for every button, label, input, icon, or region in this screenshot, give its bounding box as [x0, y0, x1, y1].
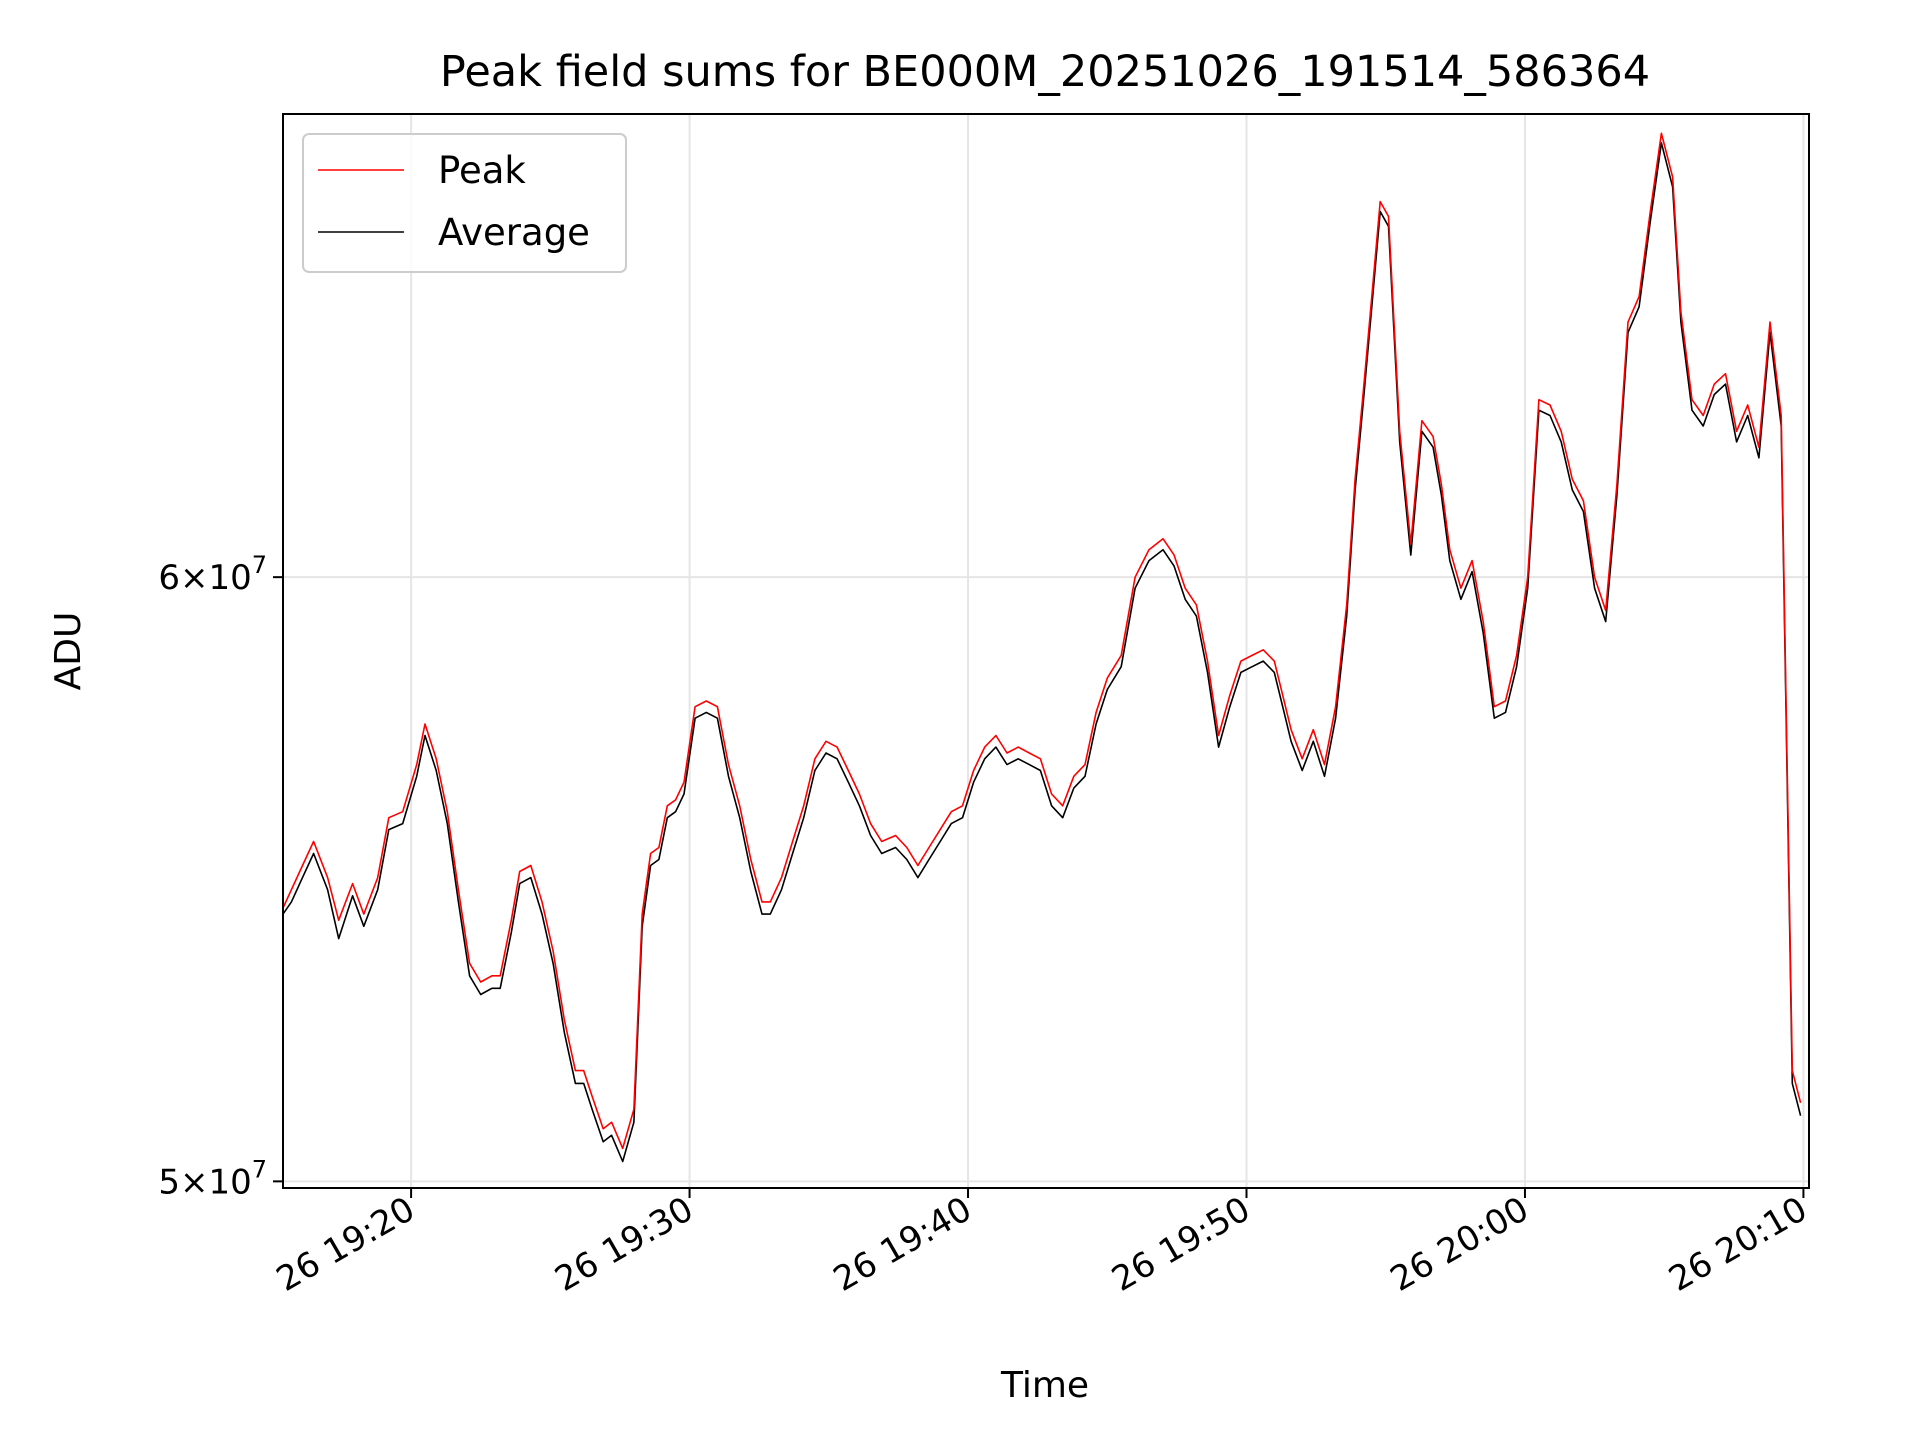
y-tick-mantissa: 6×10 [158, 558, 251, 598]
legend-label-peak: Peak [438, 149, 526, 192]
y-tick-label: 5×107 [158, 1155, 267, 1202]
legend-label-average: Average [438, 211, 590, 254]
series-layer [283, 132, 1802, 1163]
y-tick-mantissa: 5×10 [158, 1162, 251, 1202]
peak-series-line [283, 132, 1802, 1150]
y-tick-label: 6×107 [158, 551, 267, 598]
y-tick-exponent: 7 [252, 1155, 267, 1183]
legend: Peak Average [302, 133, 627, 273]
legend-box [302, 133, 627, 273]
chart-title: Peak field sums for BE000M_20251026_1915… [440, 47, 1650, 97]
grid [283, 114, 1809, 1188]
x-axis-label: Time [1000, 1365, 1089, 1406]
average-series-line [283, 142, 1802, 1163]
y-axis-label: ADU [48, 612, 89, 691]
y-tick-exponent: 7 [252, 551, 267, 579]
plot-frame [282, 113, 1810, 1189]
